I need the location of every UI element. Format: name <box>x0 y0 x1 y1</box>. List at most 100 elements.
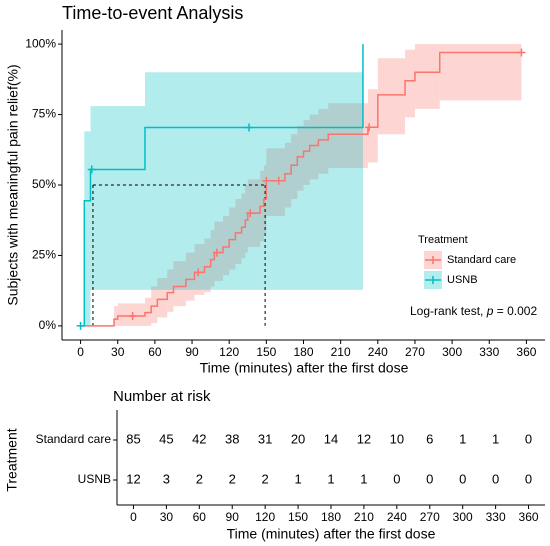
risk-table-title: Number at risk <box>113 388 211 405</box>
x-tick-label: 270 <box>405 345 425 359</box>
confidence-band <box>318 108 329 174</box>
x-tick-label: 120 <box>255 510 275 524</box>
confidence-band <box>303 120 310 185</box>
x-tick-label: 330 <box>479 345 499 359</box>
legend-label: Standard care <box>447 254 516 266</box>
censor-mark <box>128 312 137 321</box>
risk-count: 85 <box>126 431 140 446</box>
y-tick-label: 0% <box>39 318 57 332</box>
x-tick-label: 180 <box>293 345 313 359</box>
x-tick-label: 300 <box>453 510 473 524</box>
risk-count: 0 <box>525 471 532 486</box>
confidence-band <box>84 131 91 326</box>
censor-mark <box>87 165 96 174</box>
y-tick-label: 50% <box>32 177 56 191</box>
risk-count: 3 <box>163 471 170 486</box>
risk-count: 45 <box>159 431 173 446</box>
x-tick-label: 360 <box>516 345 536 359</box>
annotation: Log-rank test, p = 0.002 <box>410 304 537 318</box>
x-tick-label: 240 <box>368 345 388 359</box>
x-tick-label: 0 <box>130 510 137 524</box>
confidence-band <box>377 58 406 135</box>
risk-count: 1 <box>294 471 301 486</box>
x-tick-label: 300 <box>442 345 462 359</box>
risk-count: 20 <box>291 431 305 446</box>
confidence-band <box>229 207 236 270</box>
y-tick-label: 25% <box>32 248 56 262</box>
x-tick-label: 360 <box>519 510 539 524</box>
x-tick-label: 90 <box>185 345 199 359</box>
risk-count: 6 <box>426 431 433 446</box>
chart-title: Time-to-event Analysis <box>62 3 243 23</box>
confidence-band <box>214 221 223 281</box>
legend-title: Treatment <box>418 234 468 246</box>
risk-count: 1 <box>492 431 499 446</box>
y-tick-label: 100% <box>25 36 56 50</box>
censor-mark <box>262 176 271 185</box>
survival-line <box>80 51 522 327</box>
confidence-band <box>297 125 304 191</box>
risk-count: 1 <box>459 431 466 446</box>
risk-count: 0 <box>393 471 400 486</box>
x-tick-label: 30 <box>160 510 174 524</box>
confidence-band <box>328 103 368 169</box>
risk-count: 1 <box>360 471 367 486</box>
confidence-band <box>117 303 145 326</box>
censor-mark <box>76 321 85 330</box>
y-axis-label: Subjects with meaningful pain relief(%) <box>5 64 21 305</box>
x-tick-label: 150 <box>288 510 308 524</box>
confidence-band <box>223 216 230 276</box>
censor-mark <box>246 209 255 218</box>
risk-count: 12 <box>126 471 140 486</box>
x-tick-label: 90 <box>226 510 240 524</box>
x-tick-label: 270 <box>420 510 440 524</box>
risk-count: 0 <box>459 471 466 486</box>
risk-count: 0 <box>426 471 433 486</box>
x-tick-label: 30 <box>111 345 125 359</box>
confidence-band <box>291 134 298 200</box>
risk-count: 2 <box>262 471 269 486</box>
x-tick-label: 120 <box>219 345 239 359</box>
risk-count: 0 <box>525 431 532 446</box>
censor-mark <box>274 176 283 185</box>
confidence-band <box>157 278 168 318</box>
confidence-band <box>144 72 363 290</box>
x-tick-label: 150 <box>256 345 276 359</box>
x-axis-label: Time (minutes) after the first dose <box>200 360 409 376</box>
censor-mark <box>194 268 203 277</box>
censor-mark <box>212 248 221 257</box>
legend-key <box>425 256 441 264</box>
risk-count: 31 <box>258 431 272 446</box>
confidence-band <box>439 44 522 101</box>
risk-count: 2 <box>196 471 203 486</box>
risk-count: 14 <box>324 431 338 446</box>
confidence-band <box>266 148 285 216</box>
x-tick-label: 210 <box>354 510 374 524</box>
x-tick-label: 240 <box>387 510 407 524</box>
y-tick-label: 75% <box>32 107 56 121</box>
annotation-part: = 0.002 <box>493 304 537 318</box>
x-tick-label: 330 <box>486 510 506 524</box>
annotation-part: p <box>486 304 494 318</box>
confidence-band <box>194 244 205 295</box>
x-tick-label: 60 <box>148 345 162 359</box>
legend-key <box>425 276 441 284</box>
risk-count: 2 <box>229 471 236 486</box>
risk-count: 10 <box>390 431 404 446</box>
confidence-band <box>235 199 242 264</box>
confidence-band <box>167 269 174 312</box>
x-tick-label: 180 <box>321 510 341 524</box>
risk-count: 38 <box>225 431 239 446</box>
censor-mark <box>245 123 254 132</box>
confidence-band <box>151 286 158 324</box>
risk-count: 0 <box>492 471 499 486</box>
confidence-band <box>114 306 118 326</box>
confidence-band <box>414 44 440 109</box>
risk-x-axis-label: Time (minutes) after the first dose <box>227 526 436 542</box>
confidence-band <box>241 193 246 259</box>
confidence-band <box>245 185 248 253</box>
x-tick-label: 0 <box>77 345 84 359</box>
confidence-band <box>210 230 215 287</box>
annotation-part: Log-rank test, <box>410 304 487 318</box>
